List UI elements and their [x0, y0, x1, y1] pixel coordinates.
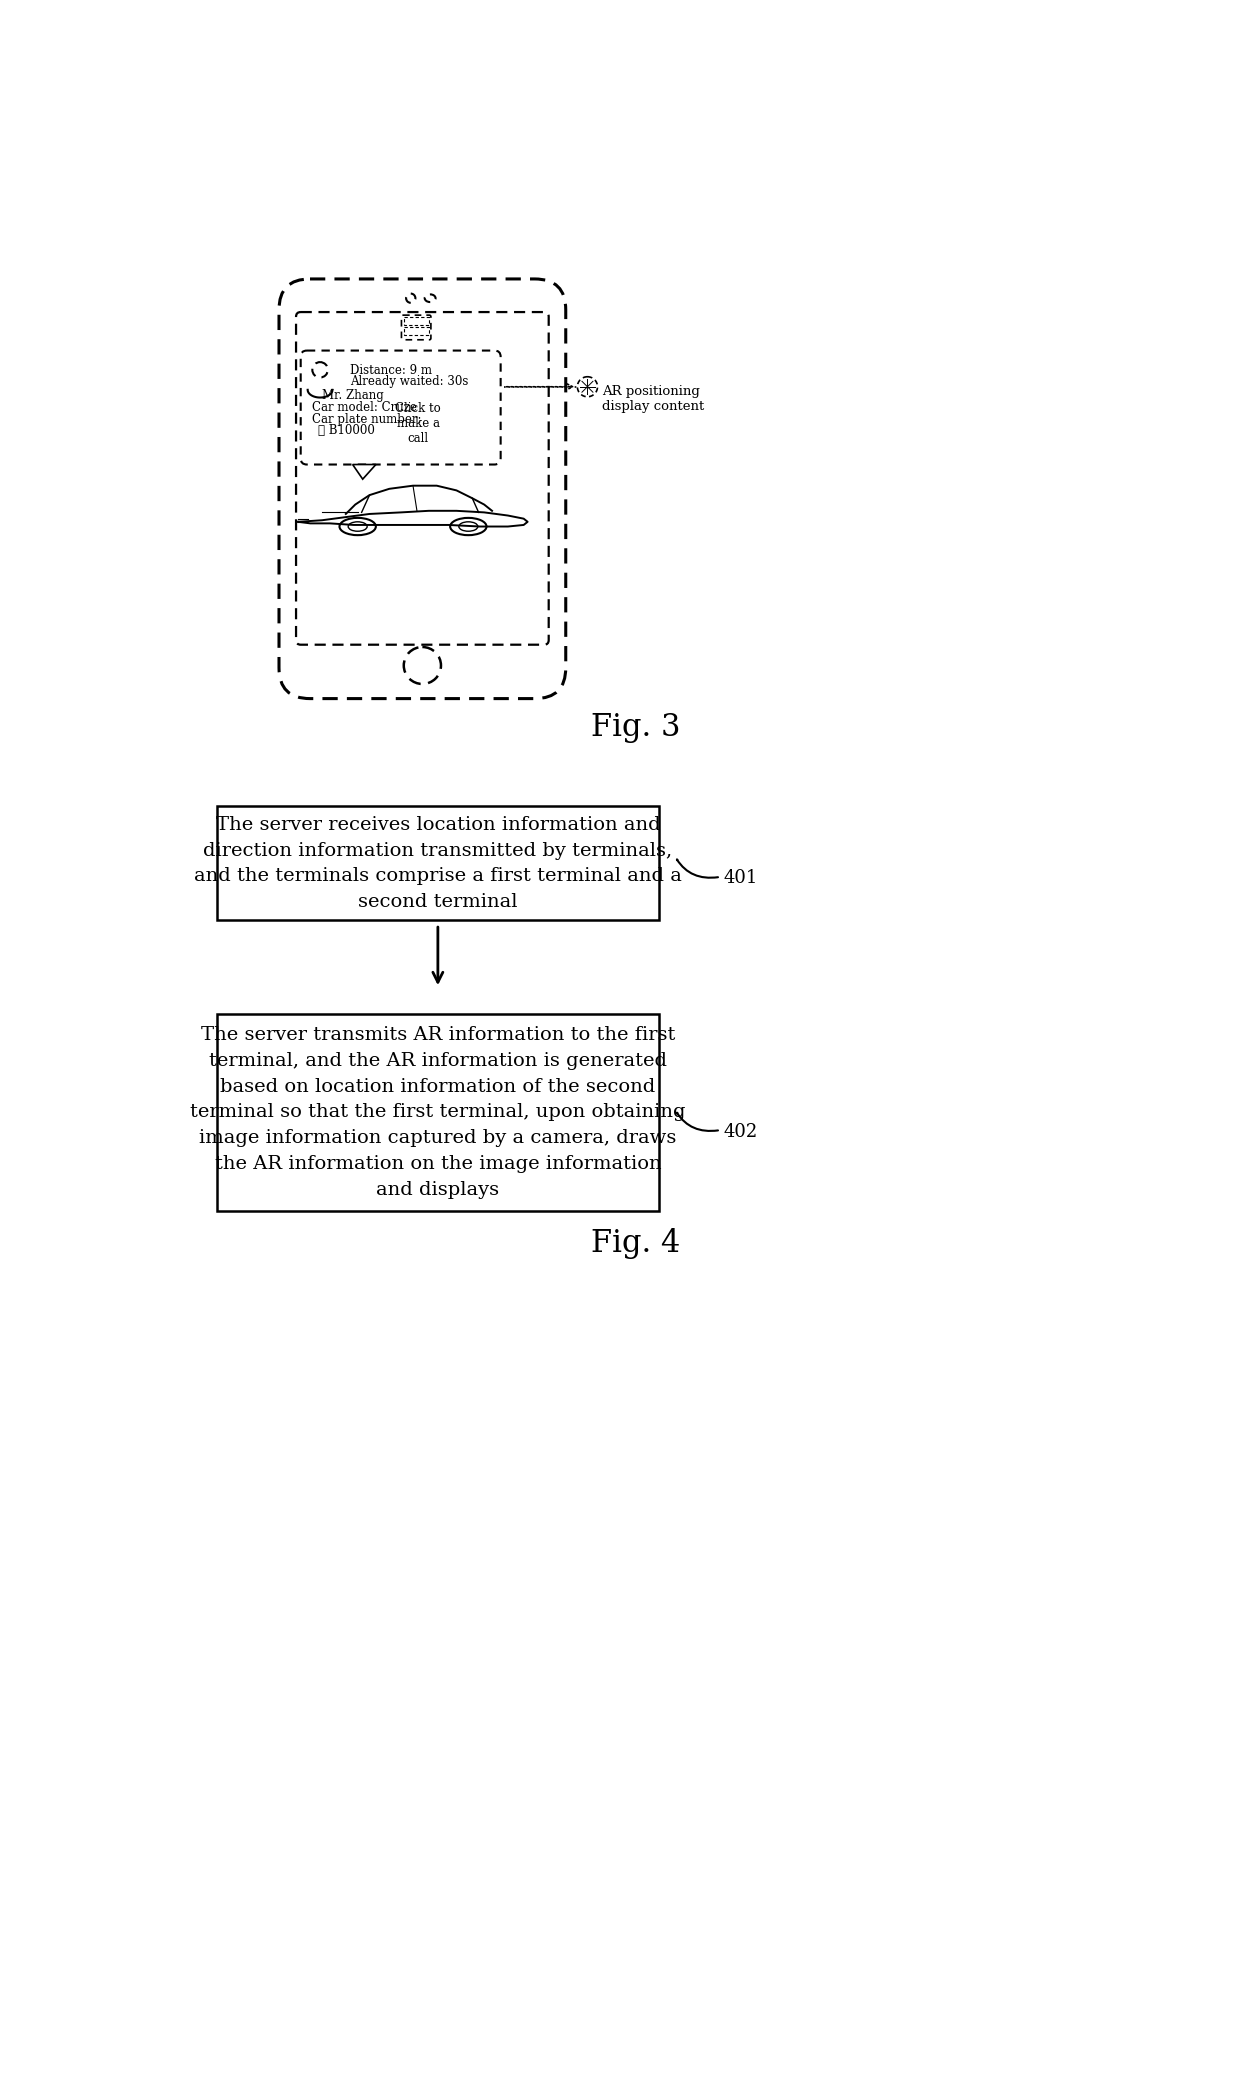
- Text: ☐ B10000: ☐ B10000: [317, 424, 374, 437]
- Text: Mr. Zhang: Mr. Zhang: [321, 388, 383, 401]
- Text: Fig. 4: Fig. 4: [591, 1228, 680, 1260]
- Text: Car model: Cruze: Car model: Cruze: [311, 401, 417, 414]
- Text: Click to
make a
call: Click to make a call: [396, 403, 441, 445]
- Text: The server receives location information and
direction information transmitted b: The server receives location information…: [193, 815, 682, 911]
- FancyBboxPatch shape: [217, 806, 658, 920]
- Text: Car plate number:: Car plate number:: [311, 414, 422, 426]
- Text: Fig. 3: Fig. 3: [590, 712, 681, 743]
- FancyArrowPatch shape: [677, 859, 718, 878]
- Text: 402: 402: [723, 1124, 758, 1140]
- FancyArrowPatch shape: [677, 1113, 718, 1132]
- Text: Already waited: 30s: Already waited: 30s: [351, 376, 469, 388]
- FancyBboxPatch shape: [217, 1014, 658, 1210]
- Text: Distance: 9 m: Distance: 9 m: [351, 363, 433, 376]
- Text: 401: 401: [723, 869, 758, 888]
- Text: The server transmits AR information to the first
terminal, and the AR informatio: The server transmits AR information to t…: [190, 1027, 686, 1199]
- Text: AR positioning
display content: AR positioning display content: [603, 384, 704, 414]
- Polygon shape: [352, 464, 376, 479]
